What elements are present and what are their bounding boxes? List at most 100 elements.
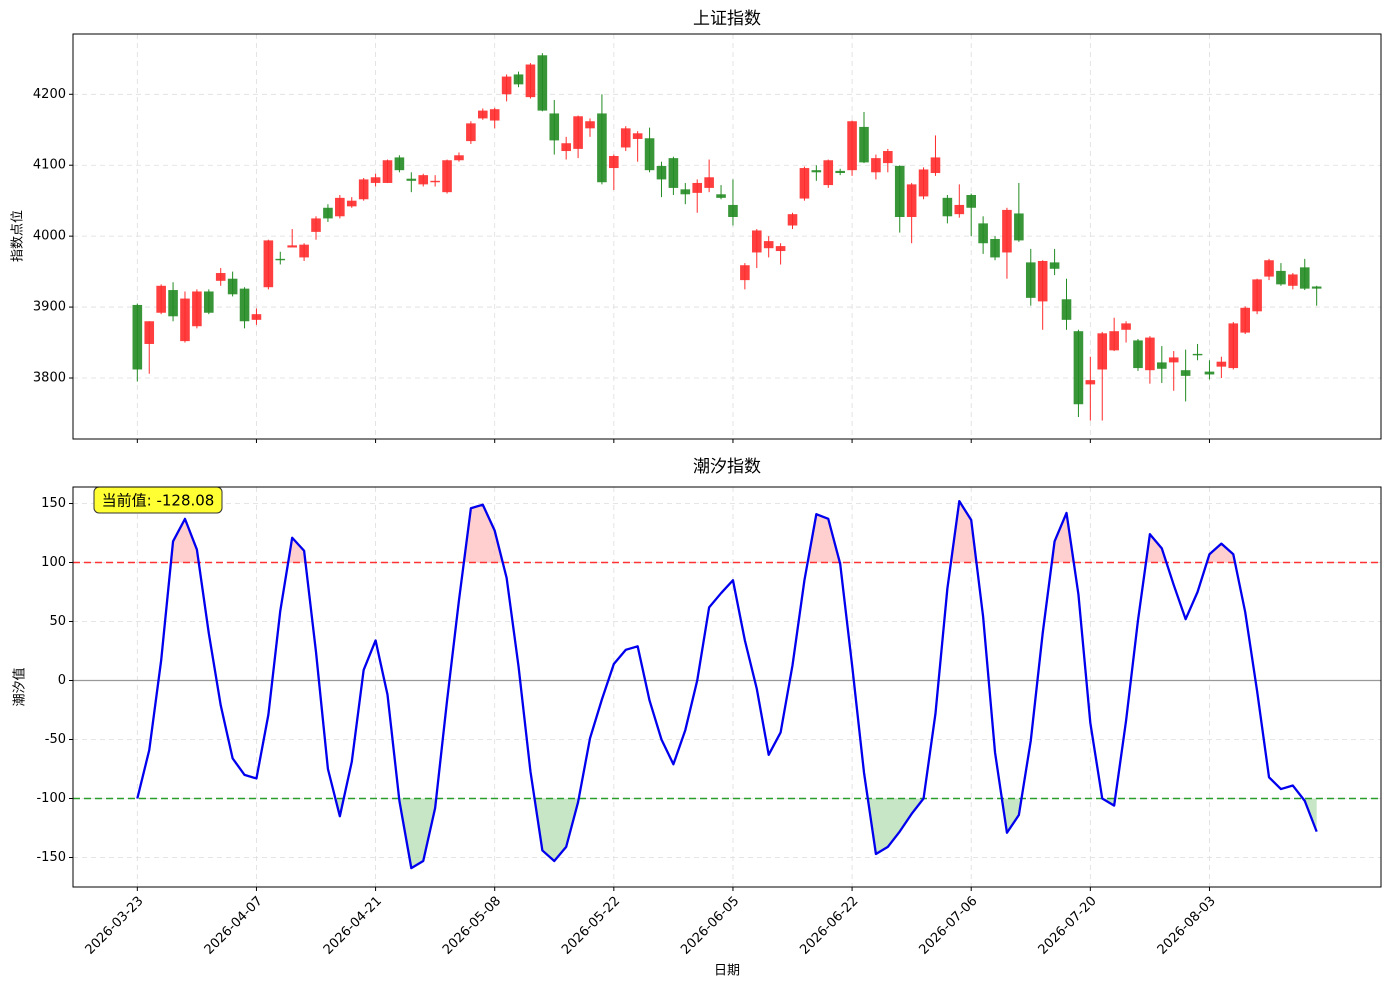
candle-body xyxy=(1049,262,1060,269)
y-tick-label: -150 xyxy=(36,850,66,865)
candle-body xyxy=(132,304,143,370)
y-tick-label: 3800 xyxy=(33,371,66,386)
threshold-fill xyxy=(463,504,503,563)
candle-body xyxy=(454,155,464,161)
candle-body xyxy=(192,291,202,327)
threshold-fill xyxy=(534,798,579,862)
plot-area xyxy=(73,487,1381,887)
candle-body xyxy=(370,177,381,183)
candle-body xyxy=(990,238,1000,258)
bottom-title: 潮汐指数 xyxy=(693,457,761,477)
candle-body xyxy=(1240,307,1250,333)
y-tick-label: 4200 xyxy=(33,87,66,102)
candle-body xyxy=(1311,286,1322,289)
candle-body xyxy=(978,223,988,244)
candle-body xyxy=(728,204,738,217)
candle-body xyxy=(954,204,965,215)
candle-body xyxy=(1252,279,1262,312)
candle-body xyxy=(466,123,476,142)
candle-body xyxy=(859,126,869,163)
candle-body xyxy=(930,157,941,174)
threshold-fill xyxy=(867,798,924,854)
candle-body xyxy=(263,240,274,288)
candle-body xyxy=(406,178,417,181)
y-tick-label: 0 xyxy=(58,673,66,688)
y-tick-label: 150 xyxy=(41,496,66,511)
axes-frame xyxy=(72,486,1382,888)
candle-body xyxy=(942,197,953,217)
candle-body xyxy=(656,165,667,180)
candle-body xyxy=(442,160,452,193)
candle-body xyxy=(358,179,369,200)
candle-body xyxy=(740,265,750,281)
candle-body xyxy=(430,180,440,183)
candle-body xyxy=(823,160,834,186)
candle-body xyxy=(692,182,703,193)
candle-body xyxy=(1025,262,1036,298)
candle-body xyxy=(751,230,762,253)
candle-body xyxy=(585,121,595,129)
candle-body xyxy=(906,184,917,217)
candle-body xyxy=(204,291,214,313)
y-tick-label: 50 xyxy=(49,614,66,629)
candle-body xyxy=(525,64,536,98)
candle-body xyxy=(1299,267,1310,289)
candle-body xyxy=(227,278,238,295)
candle-body xyxy=(763,241,774,249)
candle-body xyxy=(1216,361,1227,367)
candle-body xyxy=(1276,270,1286,285)
candle-body xyxy=(597,113,607,183)
candle-body xyxy=(1133,340,1143,369)
x-label: 日期 xyxy=(714,964,740,979)
line xyxy=(136,500,1318,870)
candle-body xyxy=(644,138,655,171)
candle-body xyxy=(299,244,309,258)
y-tick-label: 4100 xyxy=(33,158,66,173)
candle-body xyxy=(775,246,786,252)
candle-body xyxy=(275,258,286,261)
candle-body xyxy=(620,128,631,148)
candle-body xyxy=(1097,333,1108,370)
candle-body xyxy=(1288,274,1298,286)
candle-body xyxy=(609,155,619,169)
candle-body xyxy=(573,116,583,149)
candle-body xyxy=(156,285,166,313)
candle-body xyxy=(323,207,333,219)
candle-body xyxy=(1073,331,1084,405)
candle-body xyxy=(918,169,929,197)
candle-body xyxy=(311,218,321,232)
candle-body xyxy=(1085,380,1096,385)
candle-body xyxy=(1204,371,1215,375)
candle-body xyxy=(1014,213,1024,241)
candle-body xyxy=(1002,209,1012,253)
threshold-fill xyxy=(807,514,840,563)
y-tick-label: 3900 xyxy=(33,300,66,315)
candle-body xyxy=(1157,362,1167,369)
candle-body xyxy=(394,157,405,171)
threshold-fill xyxy=(170,518,199,563)
candle-body xyxy=(1192,353,1203,356)
candle-body xyxy=(668,158,679,188)
top-y-label: 指数点位 xyxy=(11,210,26,262)
plot-area xyxy=(73,34,1381,439)
candle-body xyxy=(799,168,810,199)
y-tick-label: -50 xyxy=(45,732,66,747)
candle-body xyxy=(489,109,500,121)
candle-body xyxy=(561,143,571,152)
candle-body xyxy=(1061,299,1072,320)
candle-body xyxy=(549,113,560,141)
y-tick-label: 4000 xyxy=(33,229,66,244)
candle-body xyxy=(883,151,893,164)
candle-body xyxy=(1264,260,1274,277)
bottom-y-label: 潮汐值 xyxy=(12,667,28,706)
candle-body xyxy=(501,76,512,95)
candle-body xyxy=(335,197,345,217)
candle-body xyxy=(287,245,297,248)
candle-body xyxy=(537,55,548,111)
candle-body xyxy=(716,194,726,198)
candle-body xyxy=(1180,370,1191,376)
candle-body xyxy=(680,189,691,195)
candle-body xyxy=(871,158,881,173)
candle-body xyxy=(1168,357,1179,363)
candle-body xyxy=(513,74,524,85)
